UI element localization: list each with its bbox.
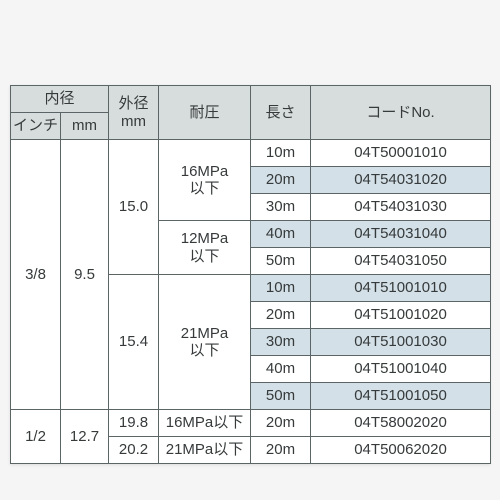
table-row: 1/212.719.816MPa以下20m04T58002020 bbox=[11, 410, 491, 437]
cell-pressure: 21MPa以下 bbox=[159, 275, 251, 410]
cell-code: 04T54031020 bbox=[311, 167, 491, 194]
cell-pressure: 12MPa以下 bbox=[159, 221, 251, 275]
cell-code: 04T50062020 bbox=[311, 437, 491, 464]
cell-inch: 3/8 bbox=[11, 140, 61, 410]
cell-mm: 12.7 bbox=[61, 410, 109, 464]
cell-outer-dia: 19.8 bbox=[109, 410, 159, 437]
cell-length: 20m bbox=[251, 302, 311, 329]
cell-inch: 1/2 bbox=[11, 410, 61, 464]
header-pressure: 耐圧 bbox=[159, 86, 251, 140]
cell-code: 04T54031030 bbox=[311, 194, 491, 221]
spec-table: 内径 外径 mm 耐圧 長さ コードNo. インチ mm 3/89.515.01… bbox=[10, 85, 491, 464]
cell-code: 04T54031040 bbox=[311, 221, 491, 248]
cell-length: 20m bbox=[251, 437, 311, 464]
cell-code: 04T51001040 bbox=[311, 356, 491, 383]
cell-pressure: 16MPa以下 bbox=[159, 410, 251, 437]
header-inner-dia: 内径 bbox=[11, 86, 109, 113]
table-header: 内径 外径 mm 耐圧 長さ コードNo. インチ mm bbox=[11, 86, 491, 140]
table-row: 3/89.515.016MPa以下10m04T50001010 bbox=[11, 140, 491, 167]
cell-code: 04T51001020 bbox=[311, 302, 491, 329]
cell-length: 10m bbox=[251, 140, 311, 167]
header-length: 長さ bbox=[251, 86, 311, 140]
header-outer-dia: 外径 mm bbox=[109, 86, 159, 140]
cell-code: 04T51001050 bbox=[311, 383, 491, 410]
cell-length: 50m bbox=[251, 383, 311, 410]
cell-pressure: 21MPa以下 bbox=[159, 437, 251, 464]
cell-length: 20m bbox=[251, 167, 311, 194]
header-inch: インチ bbox=[11, 113, 61, 140]
cell-outer-dia: 15.0 bbox=[109, 140, 159, 275]
header-mm: mm bbox=[61, 113, 109, 140]
cell-length: 30m bbox=[251, 194, 311, 221]
cell-code: 04T51001030 bbox=[311, 329, 491, 356]
cell-outer-dia: 15.4 bbox=[109, 275, 159, 410]
cell-code: 04T54031050 bbox=[311, 248, 491, 275]
cell-outer-dia: 20.2 bbox=[109, 437, 159, 464]
cell-length: 40m bbox=[251, 356, 311, 383]
header-code: コードNo. bbox=[311, 86, 491, 140]
cell-length: 30m bbox=[251, 329, 311, 356]
cell-length: 50m bbox=[251, 248, 311, 275]
cell-code: 04T51001010 bbox=[311, 275, 491, 302]
spec-table-container: 内径 外径 mm 耐圧 長さ コードNo. インチ mm 3/89.515.01… bbox=[10, 85, 490, 464]
cell-length: 10m bbox=[251, 275, 311, 302]
cell-length: 40m bbox=[251, 221, 311, 248]
cell-code: 04T50001010 bbox=[311, 140, 491, 167]
cell-pressure: 16MPa以下 bbox=[159, 140, 251, 221]
cell-length: 20m bbox=[251, 410, 311, 437]
table-body: 3/89.515.016MPa以下10m04T5000101020m04T540… bbox=[11, 140, 491, 464]
cell-code: 04T58002020 bbox=[311, 410, 491, 437]
cell-mm: 9.5 bbox=[61, 140, 109, 410]
